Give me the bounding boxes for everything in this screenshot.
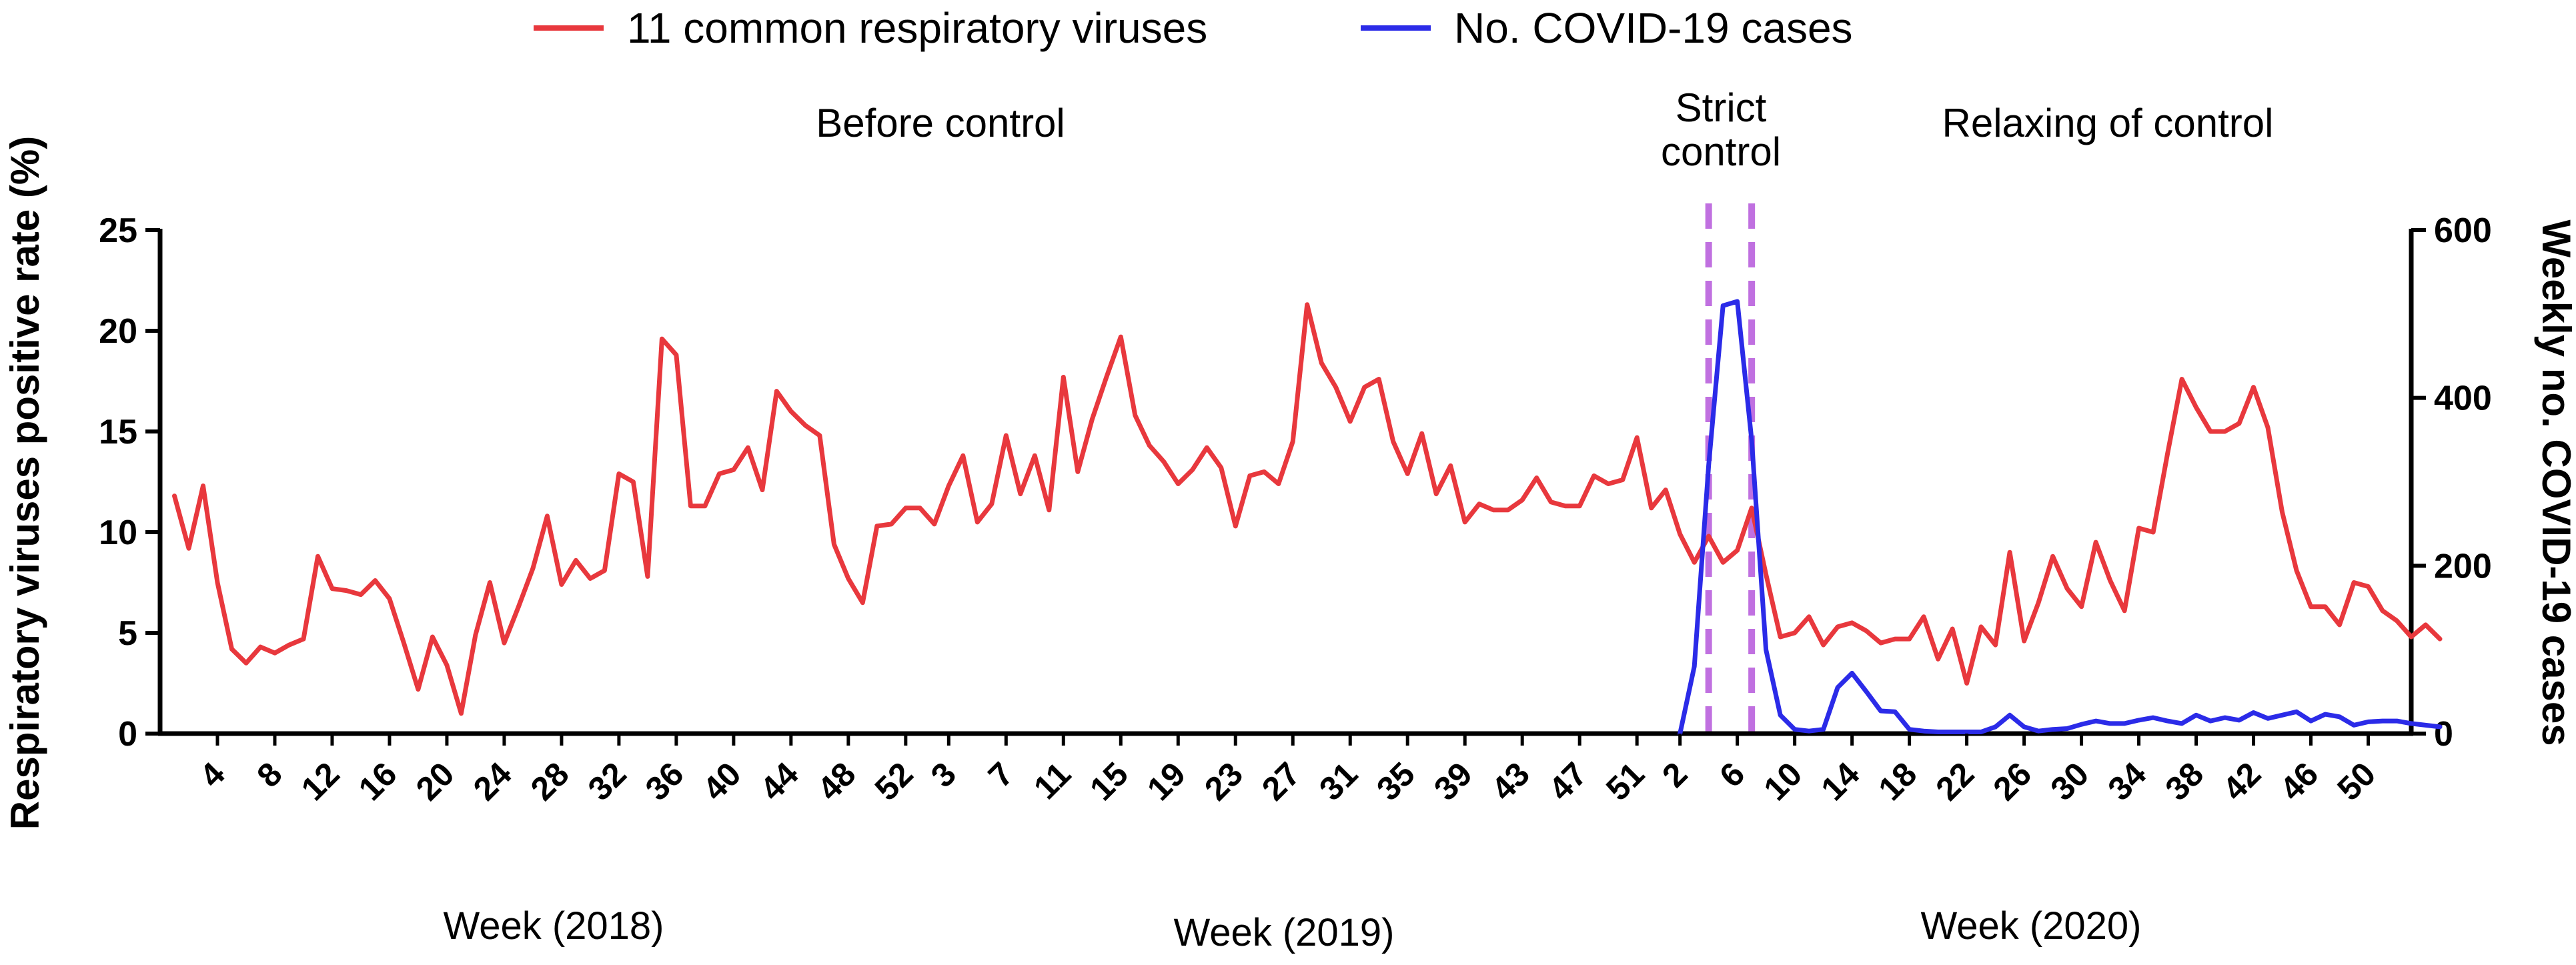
left-axis-tick-label: 15 bbox=[99, 413, 137, 451]
x-axis-tick-label: 27 bbox=[1255, 755, 1307, 808]
x-axis-tick-label: 48 bbox=[810, 755, 863, 808]
period-label: Relaxing of control bbox=[1942, 101, 2274, 145]
x-axis-tick-label: 32 bbox=[581, 755, 634, 808]
x-axis-tick-label: 30 bbox=[2043, 755, 2096, 808]
legend-label: No. COVID-19 cases bbox=[1454, 4, 1853, 52]
x-axis-tick-label: 10 bbox=[1756, 755, 1809, 808]
x-axis-tick-label: 39 bbox=[1427, 755, 1479, 808]
x-axis-tick-label: 8 bbox=[249, 755, 289, 794]
x-axis-tick-label: 47 bbox=[1541, 755, 1594, 808]
x-axis-tick-label: 15 bbox=[1083, 755, 1135, 808]
right-axis-tick-label: 600 bbox=[2434, 211, 2492, 250]
x-axis-tick-label: 40 bbox=[696, 755, 748, 808]
x-axis-year-label: Week (2018) bbox=[444, 904, 664, 948]
period-label-line: control bbox=[1661, 129, 1781, 174]
left-axis-tick-label: 25 bbox=[99, 211, 137, 250]
x-axis-tick-label: 3 bbox=[924, 755, 963, 794]
period-labels: Before control Strict control Relaxing of c… bbox=[816, 85, 2273, 174]
left-axis-tick-label: 20 bbox=[99, 312, 137, 351]
year-labels: Week (2018) Week (2019) Week (2020) bbox=[444, 904, 2142, 954]
x-axis-tick-label: 12 bbox=[294, 755, 347, 808]
right-axis-tick-label: 0 bbox=[2434, 715, 2453, 754]
legend: 11 common respiratory viruses No. COVID-1… bbox=[534, 4, 1853, 52]
x-axis-tick-label: 4 bbox=[193, 755, 232, 794]
x-axis-tick-label: 2 bbox=[1655, 755, 1694, 794]
x-axis-tick-label: 24 bbox=[466, 755, 519, 808]
x-axis-tick-label: 11 bbox=[1027, 755, 1078, 806]
series-line-respiratory-viruses bbox=[172, 302, 2443, 716]
x-axis-tick-label: 20 bbox=[409, 755, 462, 808]
x-axis-tick-label: 14 bbox=[1814, 755, 1866, 808]
right-axis-tick-label: 200 bbox=[2434, 547, 2492, 586]
series-lines bbox=[172, 299, 2443, 736]
x-axis-tick-label: 18 bbox=[1871, 755, 1924, 808]
x-axis-tick-label: 6 bbox=[1712, 755, 1752, 794]
x-axis-tick-label: 43 bbox=[1484, 755, 1537, 808]
control-markers bbox=[1705, 203, 1756, 734]
series-line-covid-cases bbox=[1678, 299, 2443, 736]
x-axis-tick-label: 51 bbox=[1599, 755, 1652, 808]
x-axis-tick-label: 19 bbox=[1140, 755, 1193, 808]
x-axis-tick-label: 46 bbox=[2273, 755, 2325, 808]
period-label: Strict control bbox=[1661, 85, 1781, 174]
left-axis-tick-label: 5 bbox=[118, 614, 137, 653]
x-axis-tick-label: 16 bbox=[352, 755, 404, 808]
left-axis-title: Respiratory viruses positive rate (%) bbox=[3, 136, 47, 830]
x-axis-tick-label: 38 bbox=[2158, 755, 2210, 808]
x-axis-tick-label: 26 bbox=[1986, 755, 2038, 808]
x-axis-year-label: Week (2020) bbox=[1921, 904, 2142, 948]
x-axis-tick-label: 28 bbox=[524, 755, 576, 808]
x-axis-tick-label: 44 bbox=[753, 755, 806, 808]
x-axis-tick-label: 36 bbox=[638, 755, 691, 808]
axis-titles: Respiratory viruses positive rate (%) Wee… bbox=[3, 136, 2576, 830]
left-axis-tick-label: 0 bbox=[118, 715, 137, 754]
period-label-line: Relaxing of control bbox=[1942, 101, 2274, 145]
x-axis-tick-label: 52 bbox=[868, 755, 920, 808]
x-axis-tick-label: 35 bbox=[1369, 755, 1422, 808]
right-axis-title: Weekly no. COVID-19 cases bbox=[2534, 219, 2576, 746]
x-axis-tick-label: 31 bbox=[1312, 755, 1365, 808]
axes: 0 5 10 15 20 25 0 200 400 600 bbox=[99, 211, 2492, 754]
right-axis-tick-label: 400 bbox=[2434, 379, 2492, 418]
x-tick-labels: 4 8 12 16 20 24 28 32 36 40 44 48 52 3 7 11 15 19 23 27 31 35… bbox=[193, 734, 2383, 808]
x-axis-tick-label: 42 bbox=[2215, 755, 2268, 808]
x-axis-tick-label: 34 bbox=[2100, 755, 2153, 808]
left-axis-tick-label: 10 bbox=[99, 514, 137, 552]
legend-label: 11 common respiratory viruses bbox=[627, 4, 1207, 52]
x-axis-tick-label: 23 bbox=[1197, 755, 1250, 808]
x-axis-tick-label: 7 bbox=[981, 755, 1021, 794]
period-label-line: Before control bbox=[816, 101, 1065, 145]
x-axis-tick-label: 22 bbox=[1928, 755, 1981, 808]
period-label: Before control bbox=[816, 101, 1065, 145]
period-label-line: Strict bbox=[1676, 85, 1767, 130]
x-axis-tick-label: 50 bbox=[2330, 755, 2383, 808]
x-axis-year-label: Week (2019) bbox=[1174, 911, 1395, 954]
